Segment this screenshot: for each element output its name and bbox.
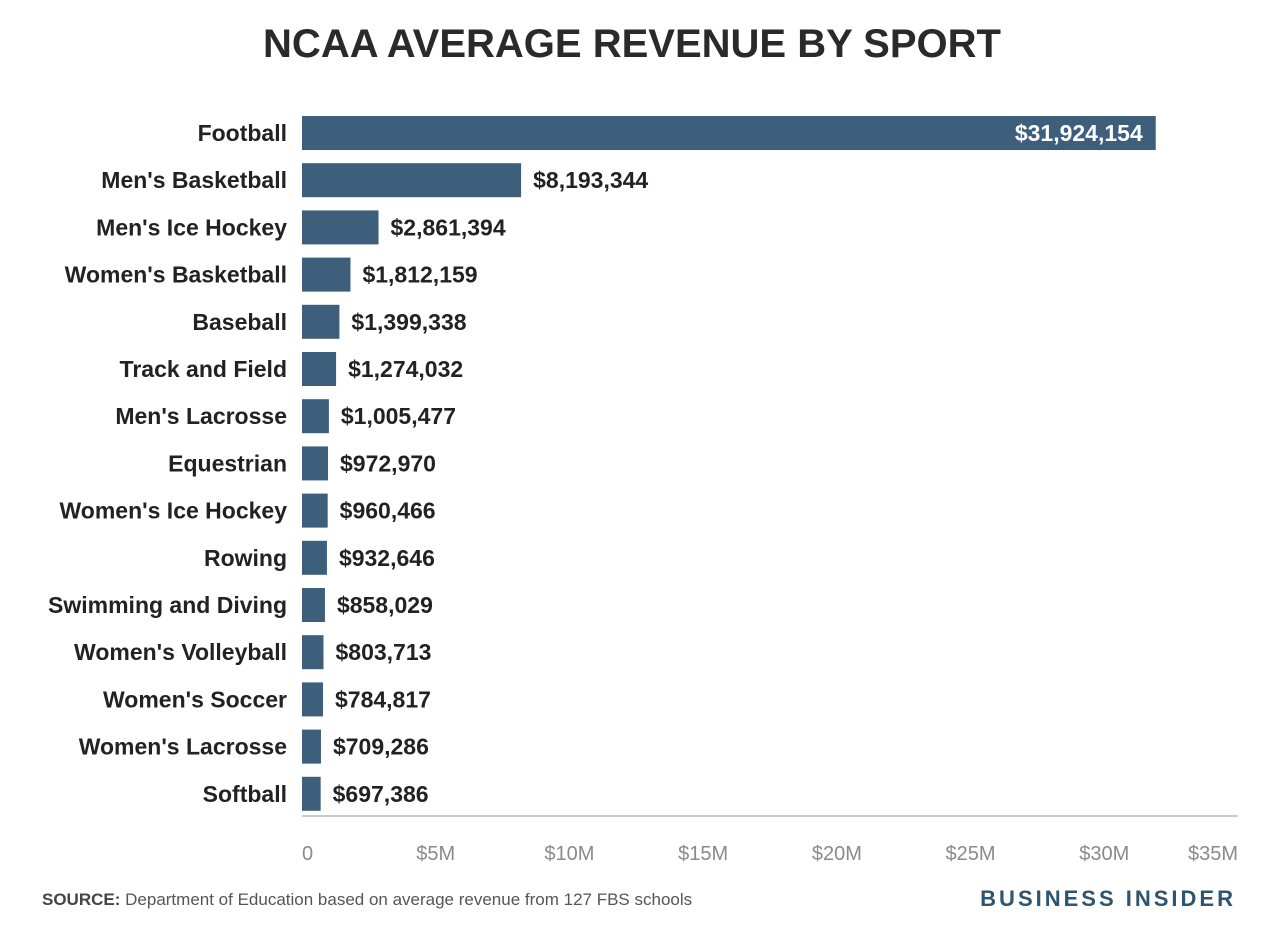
- bar: [302, 635, 324, 670]
- category-label: Women's Lacrosse: [79, 734, 287, 760]
- category-label: Equestrian: [168, 450, 287, 476]
- bar-row: Men's Lacrosse $1,005,477: [115, 399, 456, 434]
- x-tick-label: $25M: [946, 843, 996, 865]
- category-label: Rowing: [204, 545, 287, 571]
- bar: [302, 116, 1156, 150]
- bar-row: Women's Ice Hockey $960,466: [60, 493, 436, 528]
- value-label: $972,970: [340, 450, 436, 476]
- x-tick-label: $20M: [812, 843, 862, 865]
- x-tick-label: $15M: [678, 843, 728, 865]
- value-label: $960,466: [340, 498, 436, 524]
- category-label: Men's Lacrosse: [115, 403, 287, 429]
- bar-row: Rowing $932,646: [204, 540, 435, 575]
- bar: [302, 257, 351, 292]
- category-label: Swimming and Diving: [48, 592, 287, 618]
- brand-logo: BUSINESS INSIDER: [980, 886, 1236, 911]
- value-label: $932,646: [339, 545, 435, 571]
- bar-chart: Football $31,924,154 Men's Basketball $8,19…: [48, 116, 1238, 865]
- category-label: Baseball: [192, 309, 287, 335]
- bar-row: Women's Basketball $1,812,159: [65, 257, 478, 292]
- source-note: SOURCE: Department of Education based on…: [42, 890, 692, 910]
- value-label: $1,812,159: [362, 262, 477, 288]
- category-label: Women's Soccer: [103, 686, 287, 712]
- bar: [302, 682, 323, 717]
- value-label: $31,924,154: [1015, 120, 1143, 146]
- value-label: $858,029: [337, 592, 433, 618]
- category-label: Women's Basketball: [65, 262, 287, 288]
- bar-row: Swimming and Diving $858,029: [48, 588, 433, 622]
- bar-row: Women's Lacrosse $709,286: [79, 729, 429, 764]
- value-label: $1,005,477: [341, 403, 456, 429]
- bar: [302, 304, 340, 339]
- bar: [302, 776, 321, 811]
- x-axis: 0 $5M $10M $15M $20M $25M $30M $35M: [302, 815, 1238, 865]
- chart-title: NCAA AVERAGE REVENUE BY SPORT: [263, 22, 1001, 66]
- value-label: $709,286: [333, 734, 429, 760]
- bar: [302, 163, 522, 198]
- value-label: $803,713: [335, 639, 431, 665]
- bar-row: Track and Field $1,274,032: [120, 352, 463, 386]
- bar-row: Women's Volleyball $803,713: [74, 635, 431, 670]
- value-label: $784,817: [335, 686, 431, 712]
- category-label: Football: [198, 120, 287, 146]
- value-label: $2,861,394: [391, 214, 506, 240]
- x-tick-label: $35M: [1188, 843, 1238, 865]
- bars-layer: Football $31,924,154 Men's Basketball $8,19…: [48, 116, 1156, 811]
- category-label: Softball: [203, 781, 287, 807]
- bar: [302, 210, 379, 245]
- bar: [302, 399, 329, 434]
- category-label: Men's Basketball: [101, 167, 287, 193]
- x-tick-label: $30M: [1079, 843, 1129, 865]
- bar: [302, 352, 337, 386]
- x-tick-label: $5M: [416, 843, 455, 865]
- bar-row: Men's Basketball $8,193,344: [101, 163, 648, 198]
- value-label: $1,274,032: [348, 356, 463, 382]
- source-label: SOURCE:: [42, 890, 121, 909]
- x-tick-label: 0: [302, 843, 313, 865]
- bar: [302, 588, 325, 622]
- value-label: $1,399,338: [351, 309, 466, 335]
- category-label: Women's Volleyball: [74, 639, 287, 665]
- value-label: $8,193,344: [533, 167, 648, 193]
- source-text: Department of Education based on average…: [120, 890, 693, 909]
- bar: [302, 540, 327, 575]
- bar-row: Women's Soccer $784,817: [103, 682, 431, 717]
- bar-row: Football $31,924,154: [198, 116, 1156, 150]
- category-label: Men's Ice Hockey: [96, 214, 287, 240]
- category-label: Track and Field: [120, 356, 287, 382]
- bar-row: Equestrian $972,970: [168, 446, 436, 481]
- bar: [302, 729, 321, 764]
- bar: [302, 493, 328, 528]
- bar-row: Men's Ice Hockey $2,861,394: [96, 210, 506, 245]
- category-label: Women's Ice Hockey: [60, 498, 288, 524]
- bar-row: Softball $697,386: [203, 776, 429, 811]
- bar: [302, 446, 329, 481]
- x-tick-label: $10M: [544, 843, 594, 865]
- value-label: $697,386: [333, 781, 429, 807]
- bar-row: Baseball $1,399,338: [192, 304, 467, 339]
